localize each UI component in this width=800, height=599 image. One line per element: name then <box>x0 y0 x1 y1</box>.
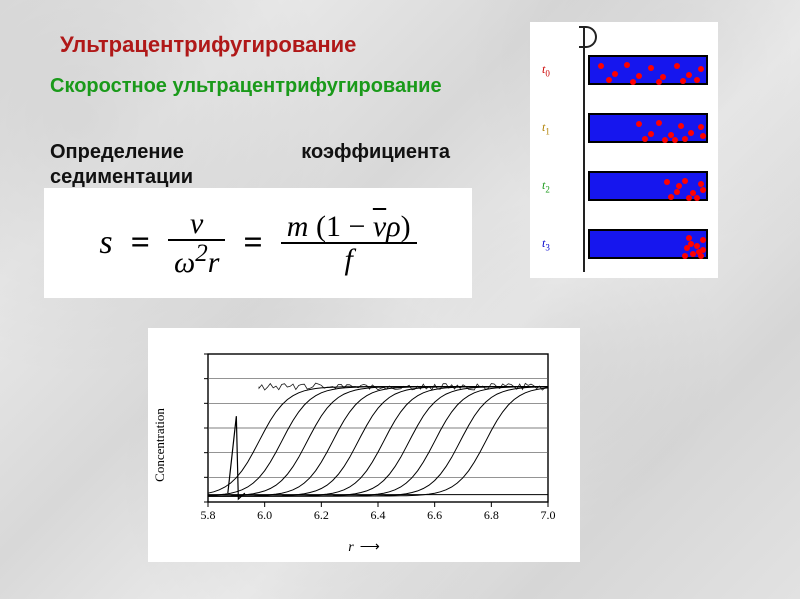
particle-dot <box>630 79 636 85</box>
particle-dot <box>698 124 704 130</box>
arrow-icon: ⟶ <box>360 540 380 555</box>
tube <box>588 55 708 85</box>
particle-dot <box>696 249 702 255</box>
particle-dot <box>686 72 692 78</box>
particle-dot <box>642 136 648 142</box>
particle-dot <box>672 137 678 143</box>
particle-dot <box>700 237 706 243</box>
particle-dot <box>598 63 604 69</box>
particle-dot <box>686 195 692 201</box>
svg-text:6.2: 6.2 <box>314 508 329 522</box>
particle-dot <box>700 133 706 139</box>
tube-row: t1 <box>542 110 712 146</box>
particle-dot <box>636 73 642 79</box>
subtitle-line2: седиментации <box>50 165 450 190</box>
particle-dot <box>694 77 700 83</box>
svg-text:6.6: 6.6 <box>427 508 442 522</box>
tube <box>588 113 708 143</box>
eq-frac1-den: ω2r <box>168 241 225 279</box>
eq-omega-sup: 2 <box>195 240 208 267</box>
tube-row: t3 <box>542 226 712 262</box>
eq-frac2-den: f <box>339 244 359 276</box>
svg-text:6.0: 6.0 <box>257 508 272 522</box>
subtitle-line1: Определение коэффициента <box>50 141 450 163</box>
particle-dot <box>674 63 680 69</box>
subtitle-text: Определение коэффициента седиментации <box>50 140 450 190</box>
particle-dot <box>678 123 684 129</box>
particle-dot <box>656 120 662 126</box>
svg-text:7.0: 7.0 <box>541 508 556 522</box>
particle-dot <box>656 79 662 85</box>
svg-text:5.8: 5.8 <box>201 508 216 522</box>
tube-row: t2 <box>542 168 712 204</box>
svg-text:6.4: 6.4 <box>371 508 386 522</box>
particle-dot <box>674 189 680 195</box>
eq-m: m <box>287 210 309 243</box>
graph-ylabel: Concentration <box>152 408 168 482</box>
particle-dot <box>648 65 654 71</box>
equation: s = v ω2r = m (1 − vρ) f <box>44 188 472 298</box>
title-main: Ультрацентрифугирование <box>60 32 356 58</box>
eq-paren-close: ) <box>401 210 411 243</box>
eq-r: r <box>208 246 220 279</box>
particle-dot <box>688 241 694 247</box>
eq-lhs: s <box>99 224 112 262</box>
particle-dot <box>676 183 682 189</box>
eq-fraction-1: v ω2r <box>168 208 225 279</box>
eq-equals-2: = <box>243 224 262 262</box>
graph-xlabel-text: r <box>348 540 353 555</box>
particle-dot <box>606 77 612 83</box>
title-secondary: Скоростное ультрацентрифугирование <box>50 75 442 98</box>
particle-dot <box>694 195 700 201</box>
eq-paren-open: ( <box>316 210 326 243</box>
particle-dot <box>682 136 688 142</box>
particle-dot <box>664 179 670 185</box>
eq-rho: ρ <box>386 210 400 243</box>
particle-dot <box>668 194 674 200</box>
tube <box>588 171 708 201</box>
eq-frac1-num: v <box>184 208 209 240</box>
particle-dot <box>700 187 706 193</box>
concentration-graph-panel: Concentration 5.86.06.26.46.66.87.0 r⟶ <box>148 328 580 562</box>
tube-time-label: t3 <box>542 236 572 252</box>
particle-dot <box>682 178 688 184</box>
particle-dot <box>636 121 642 127</box>
eq-minus: − <box>341 210 373 243</box>
particle-dot <box>680 78 686 84</box>
graph-xlabel: r⟶ <box>348 539 380 556</box>
sedimentation-tubes-panel: t0 t1 t2 t3 <box>530 22 718 278</box>
eq-one: 1 <box>326 210 341 243</box>
svg-text:6.8: 6.8 <box>484 508 499 522</box>
tube <box>588 229 708 259</box>
rotor-top-icon <box>579 26 597 48</box>
eq-fraction-2: m (1 − vρ) f <box>281 211 417 276</box>
concentration-graph: 5.8 6.0 6.2 6.4 6.6 6.8 7.0 <box>172 348 556 528</box>
tube-time-label: t0 <box>542 62 572 78</box>
eq-vbar: v <box>373 210 386 243</box>
particle-dot <box>612 71 618 77</box>
eq-frac2-num: m (1 − vρ) <box>281 211 417 243</box>
tube-time-label: t2 <box>542 178 572 194</box>
particle-dot <box>688 130 694 136</box>
tube-time-label: t1 <box>542 120 572 136</box>
particle-dot <box>662 137 668 143</box>
particle-dot <box>624 62 630 68</box>
particle-dot <box>648 131 654 137</box>
equation-panel: s = v ω2r = m (1 − vρ) f <box>44 188 472 298</box>
eq-equals-1: = <box>131 224 150 262</box>
particle-dot <box>682 253 688 259</box>
tube-row: t0 <box>542 52 712 88</box>
particle-dot <box>698 66 704 72</box>
eq-omega: ω <box>174 246 195 279</box>
